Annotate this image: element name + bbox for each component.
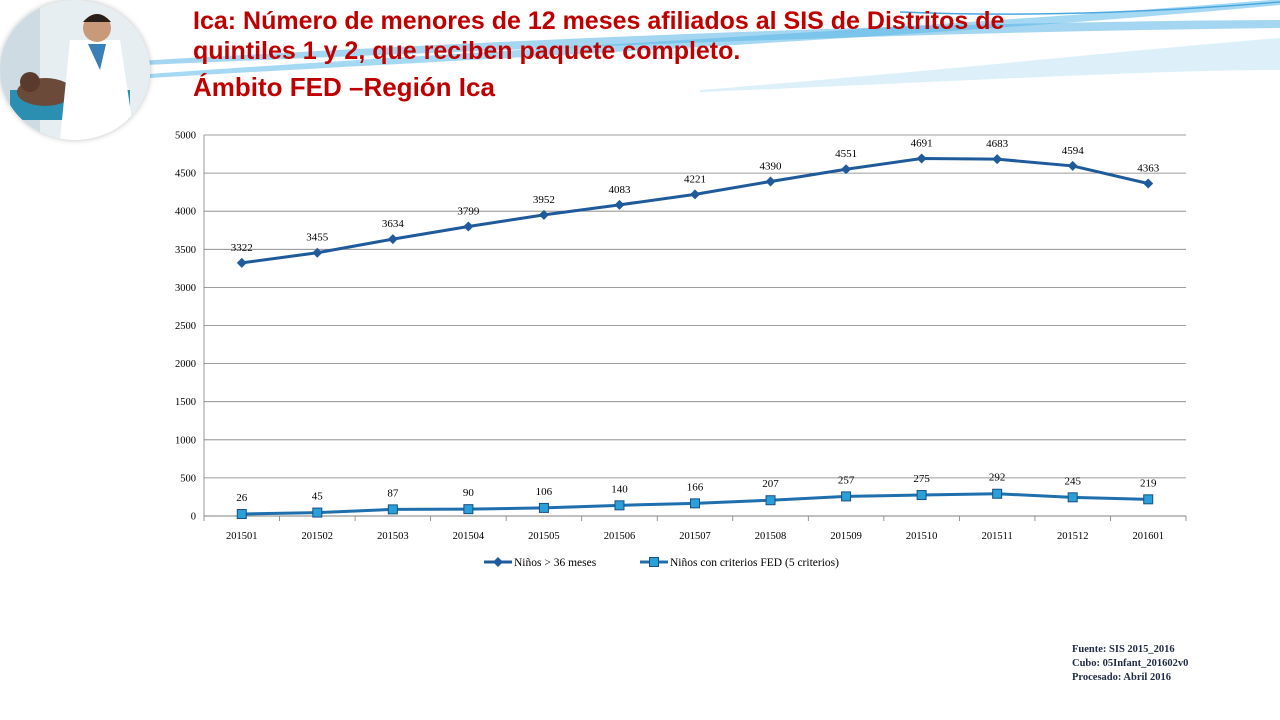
legend-marker-diamond <box>493 557 503 567</box>
data-point-square <box>841 491 852 502</box>
x-tick-label: 201501 <box>226 531 258 542</box>
y-tick-label: 1000 <box>175 435 196 446</box>
x-tick-label: 201511 <box>982 531 1013 542</box>
legend-marker-square <box>649 557 659 567</box>
data-label: 4691 <box>911 138 933 150</box>
data-point-diamond <box>463 221 474 232</box>
data-point-square <box>312 507 323 518</box>
data-label: 140 <box>611 483 628 495</box>
y-tick-label: 5000 <box>175 131 196 142</box>
x-tick-label: 201507 <box>679 531 711 542</box>
source-line-1: Fuente: SIS 2015_2016 <box>1072 644 1175 655</box>
y-tick-label: 500 <box>180 473 196 484</box>
data-point-diamond <box>690 189 700 200</box>
data-point-diamond <box>765 176 776 187</box>
data-point-diamond <box>916 153 927 164</box>
data-point-diamond <box>1067 160 1078 171</box>
data-point-diamond <box>312 247 323 258</box>
data-point-diamond <box>1143 178 1154 189</box>
data-point-square <box>992 488 1003 499</box>
title-line-2: quintiles 1 y 2, que reciben paquete com… <box>193 37 741 65</box>
data-point-square <box>1143 494 1154 505</box>
x-tick-label: 201504 <box>453 531 485 542</box>
source-note: Fuente: SIS 2015_2016 Cubo: 05Infant_201… <box>1072 643 1188 685</box>
x-tick-label: 201601 <box>1132 531 1164 542</box>
y-tick-label: 4000 <box>175 207 196 218</box>
data-label: 3455 <box>306 232 329 244</box>
data-point-diamond <box>538 209 549 220</box>
data-point-square <box>1067 492 1078 503</box>
data-point-square <box>614 500 625 511</box>
data-label: 4683 <box>986 138 1009 150</box>
y-tick-label: 3000 <box>175 283 196 294</box>
data-label: 4083 <box>608 184 631 196</box>
y-tick-label: 3500 <box>175 245 196 256</box>
y-tick-label: 4500 <box>175 169 196 180</box>
source-line-2: Cubo: 05Infant_201602v0 <box>1072 658 1189 669</box>
data-point-square <box>690 498 700 509</box>
doctor-patient-photo <box>0 0 150 140</box>
x-tick-label: 201503 <box>377 531 409 542</box>
slide-title: Ica: Número de menores de 12 meses afili… <box>193 6 1193 102</box>
legend-label: Niños > 36 meses <box>514 557 597 569</box>
y-tick-label: 1500 <box>175 397 196 408</box>
data-point-square <box>916 490 927 501</box>
data-label: 26 <box>236 492 248 504</box>
data-label: 292 <box>989 472 1006 484</box>
data-point-diamond <box>992 154 1003 165</box>
data-label: 4390 <box>760 160 783 172</box>
data-label: 87 <box>387 487 399 499</box>
x-tick-label: 201502 <box>302 531 334 542</box>
x-tick-label: 201510 <box>906 531 938 542</box>
legend-label: Niños con criterios FED (5 criterios) <box>670 557 839 569</box>
x-tick-label: 201506 <box>604 531 636 542</box>
data-label: 245 <box>1064 475 1081 487</box>
data-label: 4363 <box>1137 163 1160 175</box>
header-swoosh-decoration <box>120 0 1280 92</box>
data-label: 45 <box>312 491 324 503</box>
source-line-3: Procesado: Abril 2016 <box>1072 672 1171 683</box>
data-label: 257 <box>838 474 855 486</box>
data-point-square <box>463 504 474 515</box>
x-tick-label: 201505 <box>528 531 560 542</box>
data-label: 3799 <box>457 206 480 218</box>
data-point-square <box>765 495 776 506</box>
data-point-diamond <box>841 164 852 175</box>
data-label: 166 <box>687 481 704 493</box>
data-point-diamond <box>236 257 247 268</box>
data-label: 4551 <box>835 148 857 160</box>
data-label: 3952 <box>533 194 555 206</box>
data-point-square <box>538 502 549 513</box>
title-line-3: Ámbito FED –Región Ica <box>193 72 495 102</box>
x-tick-label: 201509 <box>830 531 862 542</box>
data-label: 219 <box>1140 477 1157 489</box>
data-label: 3322 <box>231 242 253 254</box>
data-label: 4594 <box>1062 145 1085 157</box>
x-tick-label: 201508 <box>755 531 787 542</box>
y-tick-label: 0 <box>191 512 196 523</box>
x-tick-label: 201512 <box>1057 531 1089 542</box>
data-label: 3634 <box>382 218 405 230</box>
data-label: 106 <box>536 486 553 498</box>
data-label: 90 <box>463 487 475 499</box>
data-point-square <box>387 504 398 515</box>
y-tick-label: 2500 <box>175 321 196 332</box>
data-label: 275 <box>913 473 930 485</box>
y-tick-label: 2000 <box>175 359 196 370</box>
data-label: 207 <box>762 478 779 490</box>
data-point-diamond <box>614 199 625 210</box>
data-label: 4221 <box>684 173 706 185</box>
data-point-square <box>236 509 247 520</box>
title-line-1: Ica: Número de menores de 12 meses afili… <box>193 7 1005 35</box>
data-point-diamond <box>387 234 398 245</box>
